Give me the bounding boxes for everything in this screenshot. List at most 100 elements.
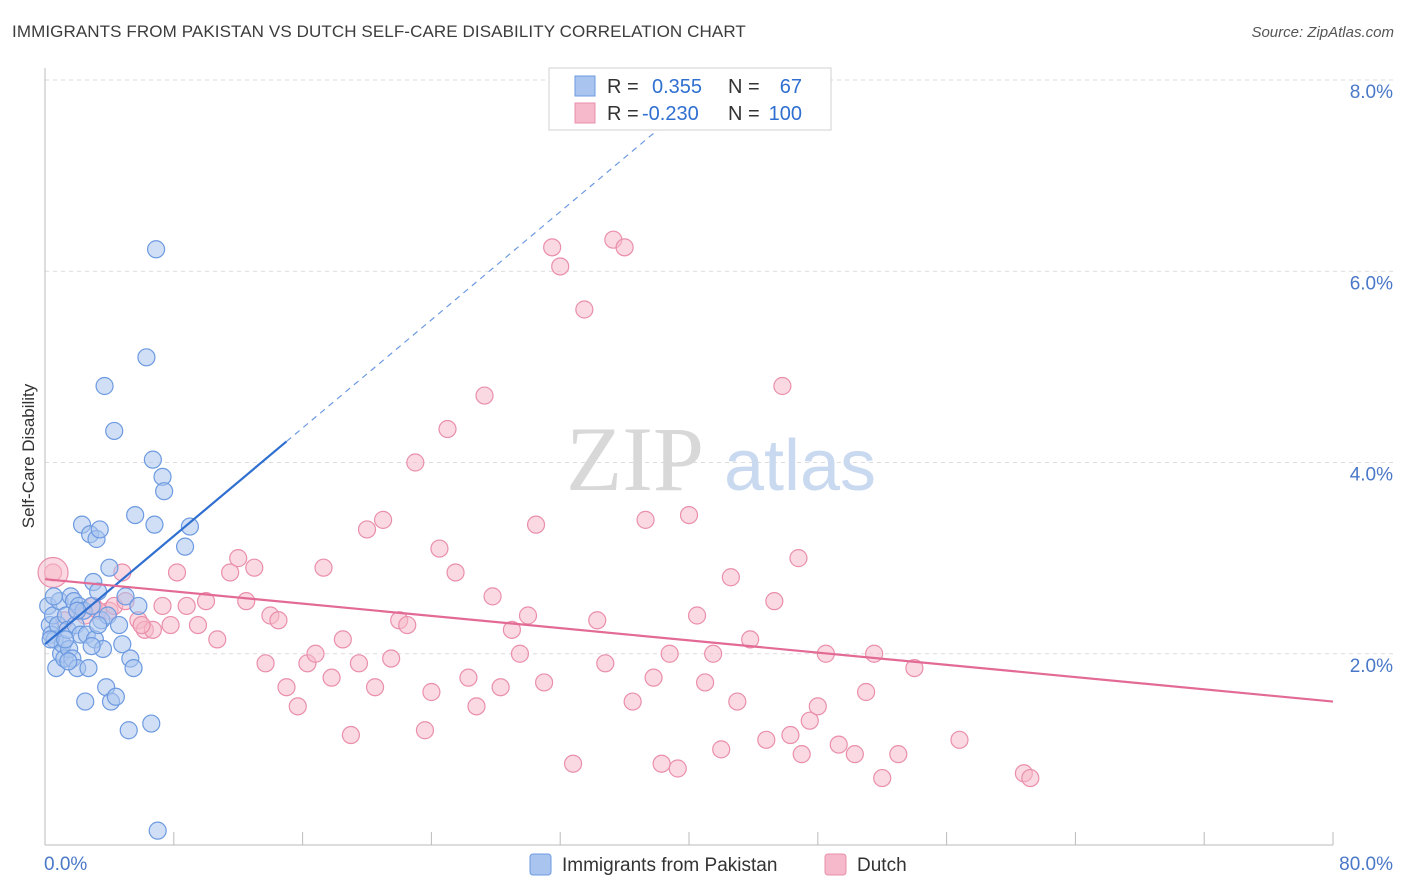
dutch-point-93 [905, 658, 924, 678]
dutch-point-20 [229, 549, 248, 568]
dutch-point-73 [695, 673, 715, 692]
dutch-point-88 [845, 745, 864, 764]
dutch-point-31 [322, 668, 341, 687]
dutch-point-38 [382, 649, 401, 668]
pakistan-point-59 [180, 517, 199, 536]
dutch-point-37 [374, 510, 393, 529]
dutch-point-61 [588, 611, 607, 630]
dutch-point-49 [475, 386, 494, 405]
dutch-point-25 [269, 611, 288, 630]
dutch-point-84 [800, 711, 819, 730]
dutch-point-87 [829, 735, 848, 754]
legend-box [548, 67, 832, 131]
y-tick-labels: 2.0% 4.0% 6.0% 8.0% [1350, 82, 1393, 677]
pakistan-point-42 [109, 615, 129, 635]
pakistan-point-43 [113, 635, 132, 654]
watermark-atlas: atlas [724, 426, 876, 506]
dutch-point-30 [314, 558, 333, 577]
bottom-legend-label-pakistan: Immigrants from Pakistan [562, 855, 777, 876]
y-tick-label-8: 8.0% [1350, 82, 1393, 103]
dutch-point-65 [623, 692, 642, 711]
dutch-point-70 [668, 759, 687, 778]
legend-n-value-1: 67 [780, 76, 802, 98]
dutch-point-75 [712, 740, 731, 759]
dutch-point-67 [644, 668, 663, 687]
dutch-point-12 [153, 596, 172, 616]
pakistan-point-50 [137, 348, 156, 367]
dutch-trend-line [44, 578, 1334, 703]
legend-r-label-1: R = [607, 76, 639, 98]
dutch-point-43 [422, 682, 441, 702]
dutch-point-15 [177, 596, 196, 616]
dutch-point-45 [438, 419, 457, 439]
dutch-point-90 [865, 644, 884, 663]
series-legend: Immigrants from Pakistan Dutch [529, 853, 907, 876]
dutch-point-22 [245, 558, 264, 577]
dutch-point-41 [406, 453, 425, 472]
pakistan-point-48 [126, 505, 145, 525]
pakistan-point-41 [106, 687, 125, 706]
dutch-point-42 [415, 721, 435, 740]
dutch-point-59 [563, 754, 583, 773]
dutch-point-26 [277, 678, 296, 697]
dutch-point-79 [757, 730, 776, 749]
dutch-point-58 [551, 257, 570, 276]
pakistan-point-65 [59, 652, 78, 671]
dutch-point-94 [950, 730, 969, 749]
watermark-zip: ZIP [566, 408, 704, 510]
dutch-point-40 [398, 615, 417, 635]
dutch-point-69 [660, 644, 679, 663]
dutch-point-35 [357, 520, 377, 539]
dutch-point-51 [491, 678, 510, 697]
bottom-legend-label-dutch: Dutch [857, 855, 907, 876]
bottom-legend-swatch-dutch [824, 853, 847, 876]
pakistan-point-45 [119, 721, 138, 740]
dutch-point-71 [679, 505, 699, 525]
pakistan-point-32 [90, 520, 109, 539]
legend-n-label-2: N = [728, 103, 760, 125]
pakistan-point-61 [56, 630, 75, 649]
pakistan-point-35 [95, 376, 114, 396]
pakistan-point-64 [44, 587, 63, 606]
dutch-point-62 [596, 654, 615, 673]
legend-swatch-pakistan [574, 75, 596, 97]
dutch-point-32 [333, 630, 352, 649]
pakistan-point-23 [76, 692, 95, 711]
dutch-point-21 [237, 592, 256, 611]
legend-r-value-2: -0.230 [642, 103, 699, 125]
x-axis-ticks [173, 832, 1334, 845]
pakistan-point-25 [79, 658, 98, 678]
dutch-point-16 [188, 615, 208, 635]
pakistan-point-47 [124, 658, 143, 678]
dutch-points [37, 230, 1040, 788]
dutch-point-57 [543, 238, 562, 257]
legend-swatch-dutch [574, 102, 596, 124]
dutch-point-48 [467, 697, 486, 716]
dutch-point-19 [221, 563, 240, 582]
dutch-point-85 [808, 697, 827, 716]
bottom-legend-swatch-pakistan [529, 853, 552, 876]
trend-lines [44, 103, 1334, 703]
pakistan-point-66 [89, 615, 108, 635]
dutch-point-53 [510, 644, 530, 663]
dutch-point-29 [306, 644, 325, 663]
dutch-point-81 [773, 376, 792, 396]
dutch-point-77 [728, 692, 747, 711]
dutch-point-36 [365, 678, 385, 697]
legend-n-label-1: N = [728, 76, 760, 98]
dutch-point-91 [873, 768, 892, 788]
pakistan-point-58 [175, 537, 195, 556]
dutch-point-66 [636, 510, 655, 529]
dutch-point-83 [792, 745, 811, 764]
pakistan-point-40 [105, 421, 124, 441]
pakistan-points [39, 240, 199, 840]
pakistan-point-55 [148, 821, 167, 840]
dutch-point-large [37, 556, 69, 589]
dutch-point-54 [518, 606, 538, 625]
source-label: Source: ZipAtlas.com [1251, 24, 1394, 41]
dutch-point-34 [349, 654, 369, 673]
pakistan-point-38 [100, 558, 119, 577]
dutch-point-50 [483, 587, 502, 606]
dutch-point-44 [430, 539, 449, 558]
